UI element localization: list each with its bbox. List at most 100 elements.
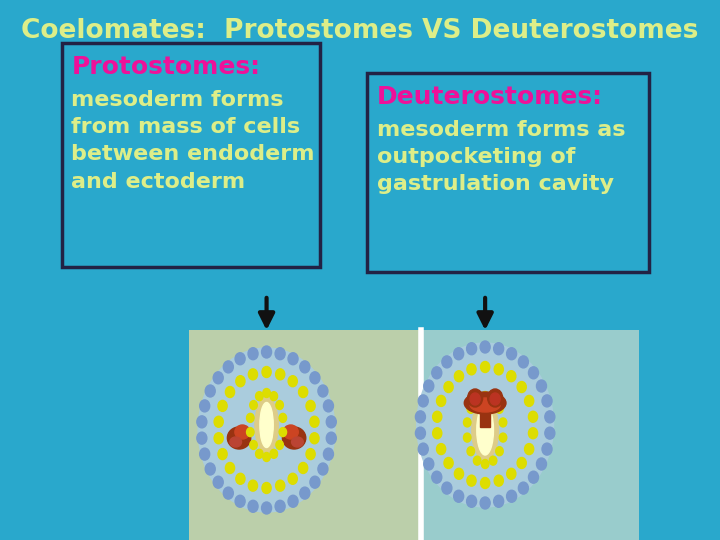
Ellipse shape — [292, 437, 303, 447]
Circle shape — [225, 387, 235, 397]
Circle shape — [262, 367, 271, 377]
Circle shape — [464, 433, 471, 442]
Text: Protostomes:: Protostomes: — [71, 55, 261, 79]
Circle shape — [248, 480, 258, 491]
Circle shape — [310, 433, 319, 444]
Circle shape — [454, 348, 464, 360]
Circle shape — [310, 372, 320, 384]
Circle shape — [263, 453, 270, 462]
Circle shape — [262, 483, 271, 494]
Circle shape — [250, 441, 257, 449]
Circle shape — [213, 372, 223, 384]
Circle shape — [436, 395, 446, 407]
Ellipse shape — [230, 437, 241, 447]
FancyBboxPatch shape — [366, 73, 649, 272]
Circle shape — [433, 411, 442, 422]
Circle shape — [199, 448, 210, 460]
Ellipse shape — [464, 392, 506, 414]
Ellipse shape — [283, 425, 298, 439]
Circle shape — [496, 447, 503, 456]
Circle shape — [248, 369, 258, 380]
Circle shape — [494, 475, 503, 486]
Circle shape — [299, 387, 307, 397]
Circle shape — [256, 449, 263, 458]
Circle shape — [494, 364, 503, 375]
Circle shape — [507, 468, 516, 480]
Circle shape — [474, 395, 481, 404]
Circle shape — [517, 382, 526, 393]
Circle shape — [214, 433, 223, 444]
Circle shape — [490, 393, 500, 405]
Circle shape — [236, 376, 245, 387]
Circle shape — [499, 433, 507, 442]
Circle shape — [275, 500, 285, 512]
Circle shape — [323, 400, 333, 412]
Circle shape — [467, 475, 476, 486]
Circle shape — [545, 427, 555, 439]
Circle shape — [197, 416, 207, 428]
Circle shape — [480, 497, 490, 509]
Text: mesoderm forms
from mass of cells
between endoderm
and ectoderm: mesoderm forms from mass of cells betwee… — [71, 90, 315, 192]
Circle shape — [528, 428, 538, 439]
Bar — [421, 330, 639, 540]
Circle shape — [323, 448, 333, 460]
Circle shape — [306, 400, 315, 411]
Circle shape — [256, 392, 263, 401]
Circle shape — [542, 395, 552, 407]
Circle shape — [288, 495, 298, 507]
Circle shape — [436, 443, 446, 455]
Circle shape — [442, 356, 452, 368]
Circle shape — [261, 502, 271, 514]
Ellipse shape — [282, 427, 306, 449]
Circle shape — [223, 487, 233, 499]
Text: Deuterostomes:: Deuterostomes: — [377, 85, 603, 109]
Circle shape — [288, 473, 297, 484]
Bar — [189, 330, 421, 540]
Circle shape — [250, 401, 257, 409]
Circle shape — [432, 471, 442, 483]
Circle shape — [433, 428, 442, 439]
Circle shape — [494, 495, 504, 507]
Ellipse shape — [260, 402, 274, 448]
Circle shape — [246, 428, 254, 437]
Circle shape — [248, 348, 258, 360]
Circle shape — [467, 364, 476, 375]
Circle shape — [442, 482, 452, 494]
Circle shape — [223, 361, 233, 373]
Circle shape — [326, 432, 336, 444]
Circle shape — [318, 385, 328, 397]
Circle shape — [279, 414, 287, 422]
Circle shape — [300, 487, 310, 499]
Circle shape — [415, 427, 426, 439]
Circle shape — [225, 380, 308, 480]
Circle shape — [235, 353, 245, 364]
Circle shape — [464, 418, 471, 427]
Circle shape — [263, 388, 270, 397]
Circle shape — [545, 411, 555, 423]
Circle shape — [276, 480, 285, 491]
Circle shape — [205, 463, 215, 475]
Circle shape — [326, 416, 336, 428]
Circle shape — [480, 341, 490, 353]
Circle shape — [542, 443, 552, 455]
Circle shape — [525, 443, 534, 455]
Ellipse shape — [235, 425, 250, 439]
Circle shape — [246, 414, 254, 422]
Ellipse shape — [470, 398, 500, 412]
Ellipse shape — [477, 405, 493, 455]
Circle shape — [279, 428, 287, 437]
Circle shape — [454, 370, 464, 382]
Circle shape — [536, 380, 546, 392]
Circle shape — [415, 411, 426, 423]
Circle shape — [275, 348, 285, 360]
Circle shape — [276, 401, 284, 409]
Circle shape — [248, 500, 258, 512]
Circle shape — [444, 382, 453, 393]
Circle shape — [236, 473, 245, 484]
Circle shape — [517, 457, 526, 469]
FancyBboxPatch shape — [62, 43, 320, 267]
Circle shape — [199, 400, 210, 412]
Circle shape — [197, 432, 207, 444]
Circle shape — [218, 400, 227, 411]
Circle shape — [507, 490, 517, 502]
